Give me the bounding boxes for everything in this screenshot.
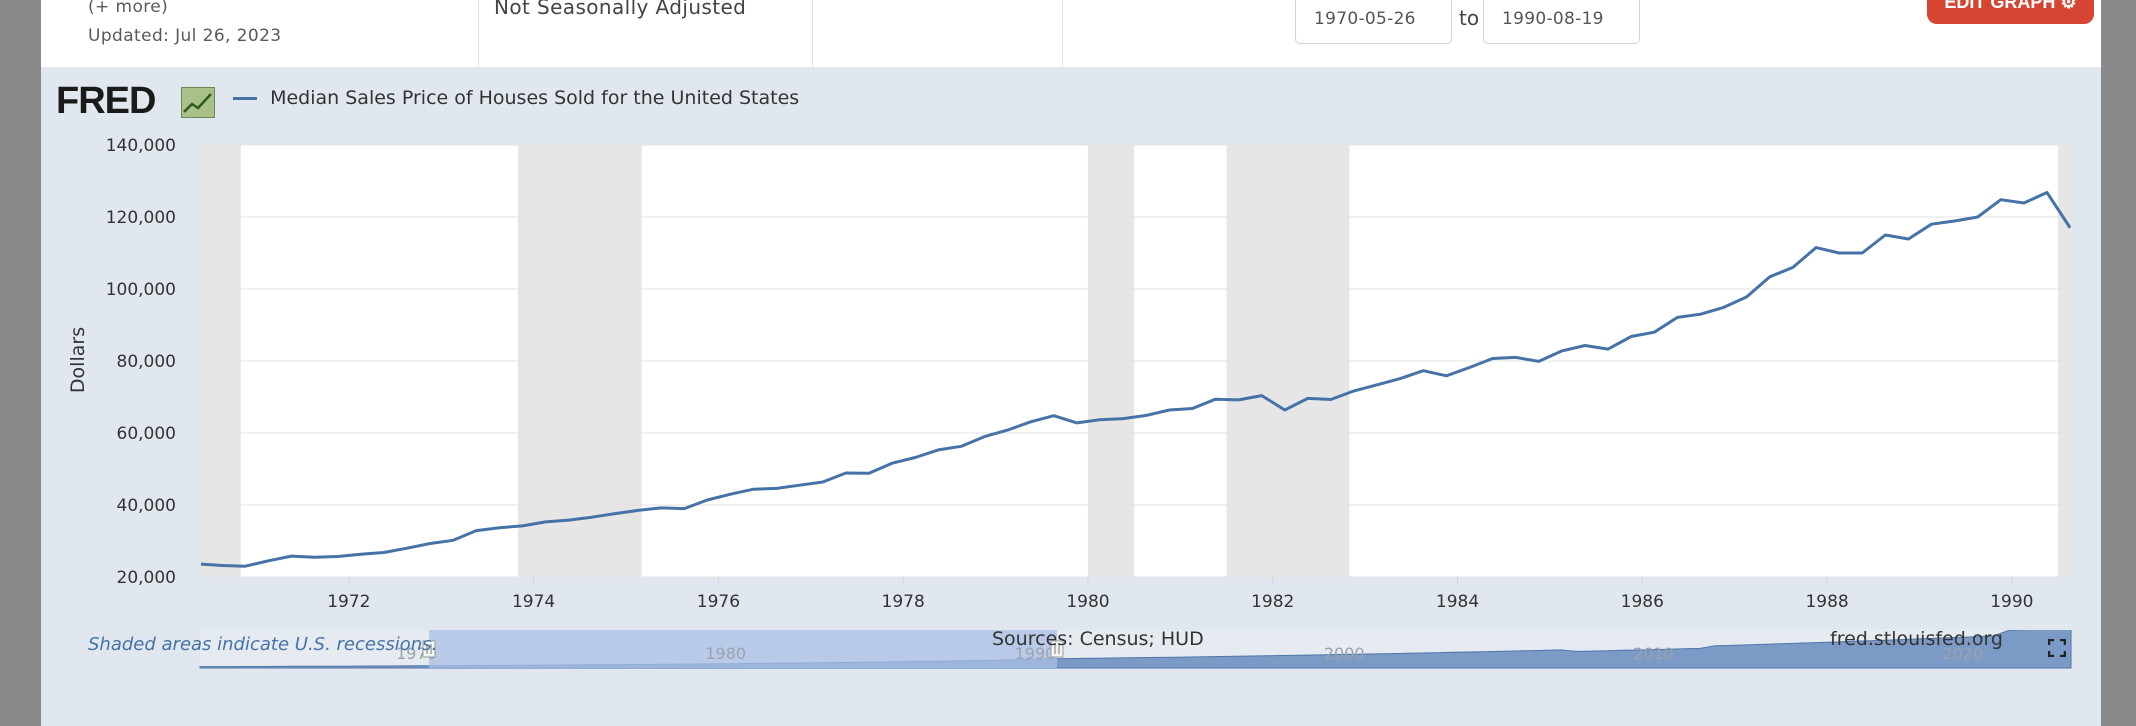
navigator-right-handle[interactable] <box>1050 640 1064 658</box>
divider <box>478 0 479 67</box>
navigator-year-label: 2020 <box>1942 644 1983 663</box>
y-tick-label: 100,000 <box>106 280 176 300</box>
y-tick-label: 60,000 <box>117 424 176 444</box>
fred-graph-card: (+ more) Updated: Jul 26, 2023 Not Seaso… <box>41 0 2101 726</box>
y-tick-label: 80,000 <box>117 352 176 372</box>
range-navigator[interactable]: 1970 1980 1990 2000 2010 2020 <box>41 630 2101 680</box>
fullscreen-icon[interactable] <box>2048 639 2066 657</box>
fred-logo-text: FRED <box>56 80 156 122</box>
chart-legend[interactable]: Median Sales Price of Houses Sold for th… <box>233 87 799 117</box>
legend-line-swatch <box>233 96 257 100</box>
fred-url-link[interactable]: fred.stlouisfed.org <box>1830 628 2003 650</box>
fred-logo[interactable]: FRED <box>56 80 215 122</box>
navigator-year-label: 2010 <box>1633 644 1674 663</box>
x-tick-label: 1974 <box>512 592 555 612</box>
seasonal-adjustment-label: Not Seasonally Adjusted <box>494 0 747 19</box>
y-tick-label: 120,000 <box>106 208 176 228</box>
navigator-year-label: 1990 <box>1015 644 1056 663</box>
sources-text: Sources: Census; HUD <box>992 628 1204 650</box>
recession-note: Shaded areas indicate U.S. recessions. <box>88 634 438 655</box>
x-tick-label: 1976 <box>697 592 740 612</box>
date-range-to-label: to <box>1459 6 1480 30</box>
y-axis-label: Dollars <box>67 327 89 393</box>
x-tick-label: 1972 <box>327 592 370 612</box>
x-tick-label: 1980 <box>1066 592 1109 612</box>
updated-date: Updated: Jul 26, 2023 <box>88 26 282 46</box>
legend-label: Median Sales Price of Houses Sold for th… <box>270 87 800 109</box>
x-tick-label: 1990 <box>1990 592 2033 612</box>
y-tick-label: 40,000 <box>117 496 176 516</box>
series-line[interactable] <box>199 191 2071 568</box>
series-meta-panel: (+ more) Updated: Jul 26, 2023 Not Seaso… <box>41 0 2101 67</box>
trend-graph-icon <box>181 87 215 118</box>
x-tick-label: 1978 <box>882 592 925 612</box>
gear-icon: ⚙ <box>2060 0 2077 12</box>
edit-graph-button[interactable]: EDIT GRAPH ⚙ <box>1927 0 2094 24</box>
y-tick-label: 20,000 <box>117 568 176 588</box>
chart-area: FRED Median Sales Price of Houses Sold f… <box>41 67 2101 726</box>
x-tick-label: 1982 <box>1251 592 1294 612</box>
start-date-input[interactable]: 1970-05-26 <box>1295 0 1452 44</box>
x-tick-label: 1984 <box>1436 592 1479 612</box>
end-date-input[interactable]: 1990-08-19 <box>1483 0 1640 44</box>
divider <box>812 0 813 67</box>
y-tick-label: 140,000 <box>106 136 176 156</box>
navigator-year-label: 2000 <box>1324 644 1365 663</box>
line-chart[interactable]: 20,000 40,000 60,000 80,000 100,000 120,000 14… <box>41 67 2101 667</box>
x-tick-label: 1986 <box>1621 592 1664 612</box>
edit-graph-label: EDIT GRAPH <box>1944 0 2056 12</box>
navigator-year-label: 1980 <box>705 644 746 663</box>
navigator-left-handle[interactable] <box>422 640 436 658</box>
x-tick-label: 1988 <box>1805 592 1848 612</box>
more-link[interactable]: (+ more) <box>88 0 169 17</box>
navigator-selected-range[interactable] <box>429 630 1057 668</box>
divider <box>1062 0 1063 67</box>
